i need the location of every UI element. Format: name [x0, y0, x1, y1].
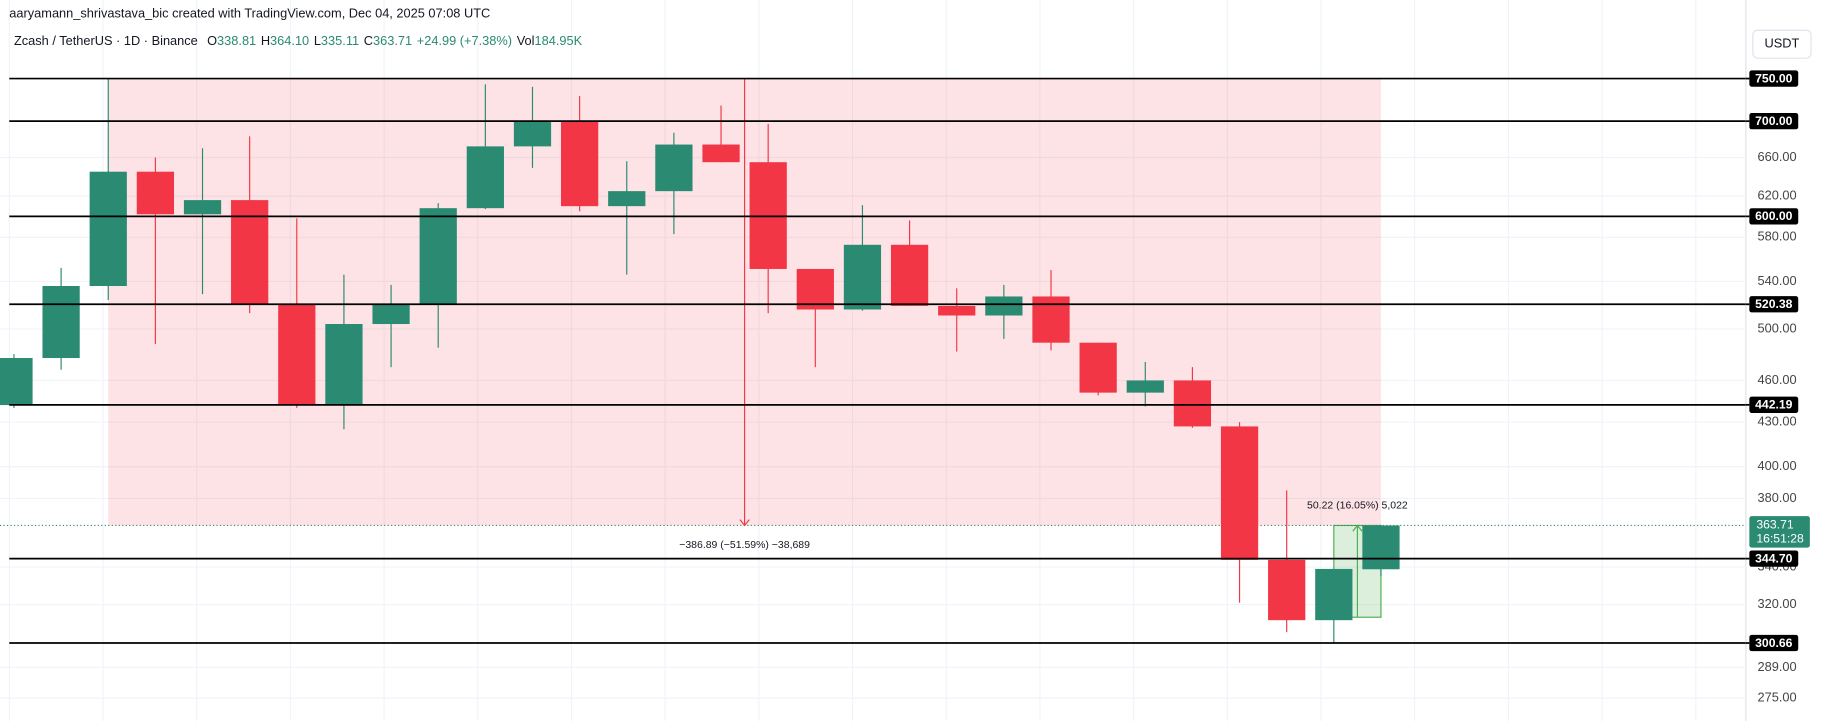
ohlc-value: 364.10 — [270, 33, 309, 48]
y-tick-label: 660.00 — [1757, 149, 1796, 164]
price-axis: 660.00 620.00 580.00 540.00 500.00 460.00 430.… — [1745, 70, 1810, 705]
candle-body — [1362, 525, 1400, 570]
ohlc-value: 184.95K — [534, 33, 582, 48]
measure-arrowhead — [1352, 524, 1363, 532]
level-label-box — [1749, 296, 1799, 313]
level-label: 520.38 — [1755, 297, 1793, 311]
ohlc-value: 363.71 — [373, 33, 412, 48]
ohlc-value: 335.11 — [321, 33, 359, 48]
last-price-label: 363.71 — [1756, 518, 1794, 532]
candle-body — [466, 146, 504, 209]
currency-button[interactable] — [1752, 29, 1812, 59]
candle-body — [136, 171, 175, 215]
grid — [0, 0, 1746, 721]
candle-body — [1268, 559, 1306, 621]
candle-body — [0, 358, 33, 406]
level-label: 600.00 — [1755, 209, 1793, 223]
measure-label: −386.89 (−51.59%) −38,689 — [679, 540, 810, 551]
level-label-box — [1749, 550, 1799, 567]
ohlc-prefix: H — [261, 33, 270, 48]
level-label: 442.19 — [1755, 398, 1793, 412]
candle-body — [796, 268, 834, 310]
level-label-box — [1749, 396, 1799, 413]
candle-body — [655, 144, 693, 192]
last-price-box — [1749, 516, 1810, 548]
y-tick-label: 540.00 — [1757, 273, 1796, 288]
y-tick-label: 580.00 — [1757, 229, 1796, 244]
candle-body — [1173, 380, 1212, 427]
ohlc-value: +24.99 (+7.38%) — [417, 33, 512, 48]
ohlc-prefix: O — [207, 33, 217, 48]
y-tick-label: 320.00 — [1757, 596, 1796, 611]
symbol-title: Zcash / TetherUS · 1D · Binance — [14, 33, 198, 48]
y-tick-label: 430.00 — [1757, 413, 1796, 428]
y-tick-label: 500.00 — [1757, 320, 1796, 335]
y-tick-label: 620.00 — [1757, 187, 1796, 202]
candle-body — [608, 191, 646, 207]
candle-body — [89, 171, 127, 287]
level-label: 750.00 — [1755, 71, 1793, 85]
candle-body — [372, 304, 410, 325]
level-label: 344.70 — [1755, 551, 1793, 565]
candle-body — [325, 324, 363, 406]
ohlc-prefix: Vol — [517, 33, 535, 48]
level-label-box — [1749, 634, 1799, 652]
candle-body — [513, 121, 552, 147]
measure-label: 50.22 (16.05%) 5,022 — [1307, 500, 1408, 511]
y-tick-label: 400.00 — [1757, 458, 1796, 473]
candle-body — [985, 296, 1023, 316]
candle-body — [419, 208, 457, 305]
candle-body — [1079, 342, 1117, 393]
y-tick-label: 380.00 — [1757, 490, 1796, 505]
candle-body — [42, 286, 80, 359]
y-tick-label: 460.00 — [1757, 372, 1796, 387]
candle-body — [561, 121, 599, 207]
currency-label[interactable]: USDT — [1765, 36, 1800, 51]
candle-body — [278, 304, 316, 406]
ohlc-value: 338.81 — [217, 33, 256, 48]
level-label: 300.66 — [1755, 636, 1793, 650]
candle-body — [890, 244, 929, 306]
plot-area — [0, 77, 1746, 644]
symbol-header: Zcash / TetherUS · 1D · Binance O338.81 H3… — [14, 33, 583, 48]
candle-body — [843, 244, 882, 310]
candle-body — [1126, 380, 1164, 393]
candle-body — [1315, 568, 1353, 621]
level-label-box — [1749, 113, 1799, 130]
level-label: 700.00 — [1755, 114, 1793, 128]
candle-body — [702, 144, 740, 163]
candle-body — [231, 200, 269, 305]
candle-body — [938, 305, 976, 316]
level-label-box — [1749, 70, 1799, 87]
countdown-label: 16:51:28 — [1756, 532, 1804, 546]
attribution: aaryamann_shrivastava_bic created with T… — [9, 5, 490, 20]
candle-body — [183, 200, 222, 215]
candle-body — [1220, 426, 1259, 560]
y-tick-label: 275.00 — [1757, 690, 1796, 705]
level-label-box — [1749, 208, 1799, 225]
ohlc-prefix: L — [314, 33, 321, 48]
ohlc-prefix: C — [364, 33, 373, 48]
y-tick-label: 289.00 — [1757, 659, 1796, 674]
candle-body — [1032, 296, 1070, 343]
